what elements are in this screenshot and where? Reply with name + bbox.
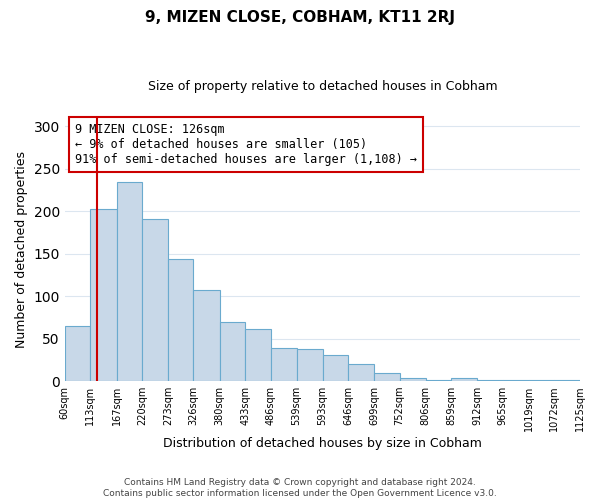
Bar: [503, 380, 529, 381]
X-axis label: Distribution of detached houses by size in Cobham: Distribution of detached houses by size …: [163, 437, 482, 450]
Bar: [245, 330, 271, 381]
Bar: [220, 322, 245, 381]
Bar: [116, 182, 142, 381]
Bar: [451, 378, 477, 381]
Text: Contains HM Land Registry data © Crown copyright and database right 2024.
Contai: Contains HM Land Registry data © Crown c…: [103, 478, 497, 498]
Bar: [271, 348, 296, 381]
Bar: [529, 380, 554, 381]
Text: 9 MIZEN CLOSE: 126sqm
← 9% of detached houses are smaller (105)
91% of semi-deta: 9 MIZEN CLOSE: 126sqm ← 9% of detached h…: [75, 123, 417, 166]
Bar: [425, 380, 451, 381]
Bar: [65, 326, 91, 381]
Bar: [91, 208, 116, 381]
Bar: [348, 364, 374, 381]
Y-axis label: Number of detached properties: Number of detached properties: [15, 151, 28, 348]
Title: Size of property relative to detached houses in Cobham: Size of property relative to detached ho…: [148, 80, 497, 93]
Bar: [296, 349, 323, 381]
Bar: [374, 372, 400, 381]
Bar: [323, 355, 348, 381]
Text: 9, MIZEN CLOSE, COBHAM, KT11 2RJ: 9, MIZEN CLOSE, COBHAM, KT11 2RJ: [145, 10, 455, 25]
Bar: [168, 259, 193, 381]
Bar: [400, 378, 425, 381]
Bar: [142, 219, 168, 381]
Bar: [477, 380, 503, 381]
Bar: [193, 290, 220, 381]
Bar: [554, 380, 580, 381]
